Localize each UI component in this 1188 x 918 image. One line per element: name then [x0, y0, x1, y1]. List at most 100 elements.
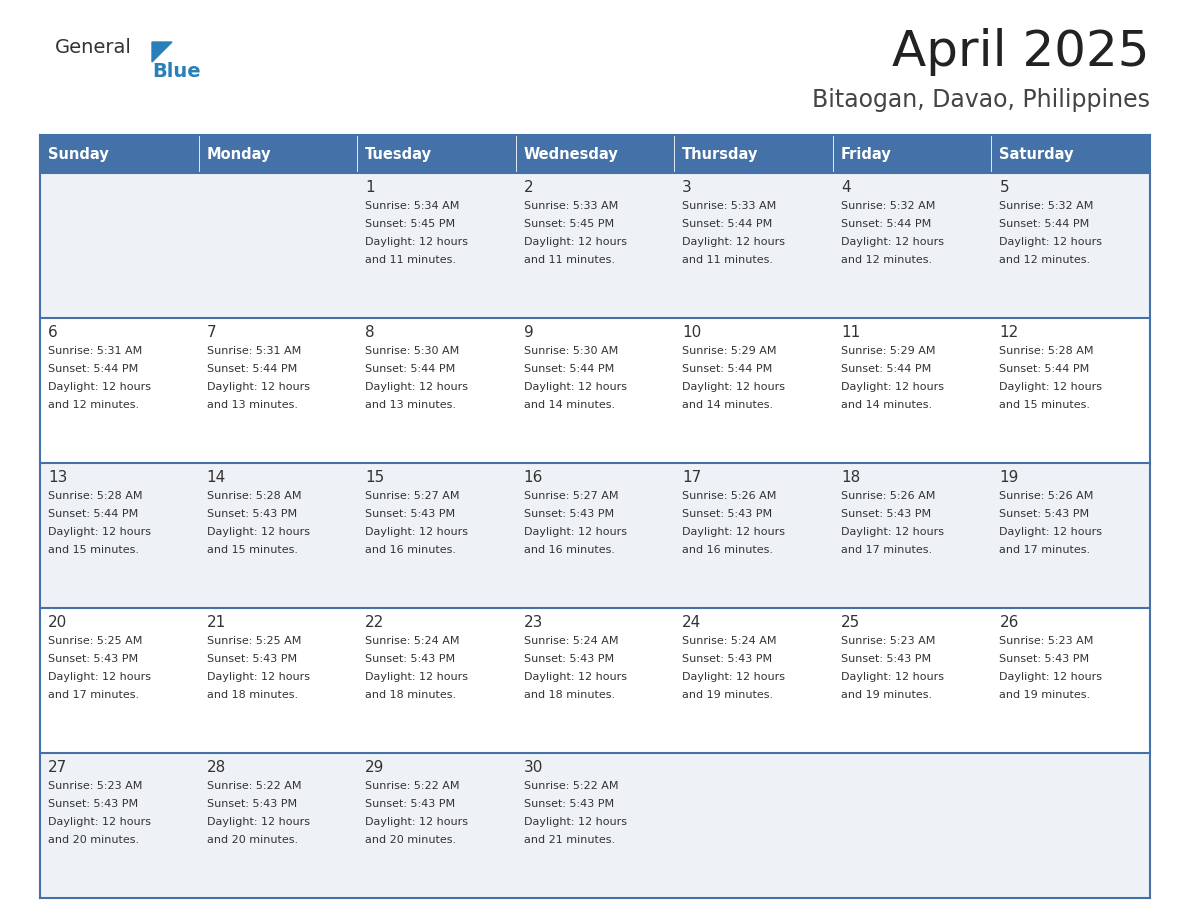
Bar [40, 135, 198, 173]
Text: Daylight: 12 hours: Daylight: 12 hours [48, 527, 151, 537]
Text: Sunset: 5:44 PM: Sunset: 5:44 PM [682, 364, 772, 374]
Text: 10: 10 [682, 325, 702, 340]
Bar [40, 753, 198, 898]
Text: 28: 28 [207, 760, 226, 775]
Text: and 21 minutes.: and 21 minutes. [524, 835, 615, 845]
Text: 3: 3 [682, 180, 693, 195]
Text: Sunset: 5:45 PM: Sunset: 5:45 PM [524, 219, 614, 229]
Text: Daylight: 12 hours: Daylight: 12 hours [207, 382, 310, 392]
Text: Sunset: 5:43 PM: Sunset: 5:43 PM [841, 654, 931, 664]
Text: Sunset: 5:43 PM: Sunset: 5:43 PM [48, 654, 138, 664]
Text: and 17 minutes.: and 17 minutes. [999, 545, 1091, 555]
Text: Sunset: 5:43 PM: Sunset: 5:43 PM [682, 509, 772, 519]
Text: and 19 minutes.: and 19 minutes. [682, 690, 773, 700]
Text: Sunrise: 5:23 AM: Sunrise: 5:23 AM [48, 781, 143, 791]
Text: and 13 minutes.: and 13 minutes. [365, 400, 456, 410]
Text: Sunset: 5:43 PM: Sunset: 5:43 PM [999, 654, 1089, 664]
Text: Daylight: 12 hours: Daylight: 12 hours [999, 382, 1102, 392]
Text: and 16 minutes.: and 16 minutes. [682, 545, 773, 555]
Bar [198, 608, 358, 753]
Text: and 17 minutes.: and 17 minutes. [841, 545, 931, 555]
Text: Sunset: 5:43 PM: Sunset: 5:43 PM [999, 509, 1089, 519]
Text: Sunrise: 5:30 AM: Sunrise: 5:30 AM [365, 346, 460, 356]
Bar [833, 318, 992, 463]
Text: Sunset: 5:43 PM: Sunset: 5:43 PM [207, 509, 297, 519]
Bar [992, 318, 1150, 463]
Text: Sunrise: 5:23 AM: Sunrise: 5:23 AM [841, 636, 935, 646]
Text: Sunrise: 5:28 AM: Sunrise: 5:28 AM [48, 491, 143, 501]
Bar [358, 608, 516, 753]
Text: Sunset: 5:44 PM: Sunset: 5:44 PM [365, 364, 455, 374]
Text: Daylight: 12 hours: Daylight: 12 hours [524, 527, 627, 537]
Text: Sunrise: 5:26 AM: Sunrise: 5:26 AM [841, 491, 935, 501]
Text: Blue: Blue [152, 62, 201, 81]
Text: Daylight: 12 hours: Daylight: 12 hours [524, 382, 627, 392]
Text: Sunrise: 5:32 AM: Sunrise: 5:32 AM [999, 201, 1094, 211]
Text: Sunset: 5:43 PM: Sunset: 5:43 PM [524, 654, 614, 664]
Text: 19: 19 [999, 470, 1019, 485]
Text: Sunrise: 5:29 AM: Sunrise: 5:29 AM [682, 346, 777, 356]
Text: Sunset: 5:44 PM: Sunset: 5:44 PM [682, 219, 772, 229]
Text: 23: 23 [524, 615, 543, 630]
Text: Daylight: 12 hours: Daylight: 12 hours [365, 237, 468, 247]
Text: and 15 minutes.: and 15 minutes. [48, 545, 139, 555]
Text: Sunrise: 5:23 AM: Sunrise: 5:23 AM [999, 636, 1094, 646]
Bar [40, 173, 198, 318]
Text: Bitaogan, Davao, Philippines: Bitaogan, Davao, Philippines [813, 88, 1150, 112]
Text: and 15 minutes.: and 15 minutes. [207, 545, 297, 555]
Text: and 16 minutes.: and 16 minutes. [365, 545, 456, 555]
Text: Sunrise: 5:30 AM: Sunrise: 5:30 AM [524, 346, 618, 356]
Text: and 17 minutes.: and 17 minutes. [48, 690, 139, 700]
Bar [992, 753, 1150, 898]
Text: 30: 30 [524, 760, 543, 775]
Bar [675, 463, 833, 608]
Text: and 16 minutes.: and 16 minutes. [524, 545, 614, 555]
Text: Sunrise: 5:25 AM: Sunrise: 5:25 AM [48, 636, 143, 646]
Text: 11: 11 [841, 325, 860, 340]
Text: 25: 25 [841, 615, 860, 630]
Bar [516, 463, 675, 608]
Text: April 2025: April 2025 [892, 28, 1150, 76]
Text: Sunset: 5:43 PM: Sunset: 5:43 PM [841, 509, 931, 519]
Text: Sunrise: 5:22 AM: Sunrise: 5:22 AM [524, 781, 618, 791]
Bar [516, 753, 675, 898]
Text: Daylight: 12 hours: Daylight: 12 hours [365, 382, 468, 392]
Text: 13: 13 [48, 470, 68, 485]
Bar [516, 318, 675, 463]
Text: Sunday: Sunday [48, 147, 109, 162]
Text: 22: 22 [365, 615, 385, 630]
Bar [358, 753, 516, 898]
Text: Sunrise: 5:27 AM: Sunrise: 5:27 AM [365, 491, 460, 501]
Text: Daylight: 12 hours: Daylight: 12 hours [48, 817, 151, 827]
Text: Sunrise: 5:24 AM: Sunrise: 5:24 AM [365, 636, 460, 646]
Text: and 11 minutes.: and 11 minutes. [365, 255, 456, 265]
Bar [358, 318, 516, 463]
Bar [358, 135, 516, 173]
Text: Sunset: 5:44 PM: Sunset: 5:44 PM [524, 364, 614, 374]
Text: 2: 2 [524, 180, 533, 195]
Bar [40, 318, 198, 463]
Text: and 18 minutes.: and 18 minutes. [207, 690, 298, 700]
Text: and 14 minutes.: and 14 minutes. [524, 400, 615, 410]
Text: Saturday: Saturday [999, 147, 1074, 162]
Text: 8: 8 [365, 325, 374, 340]
Text: Sunset: 5:44 PM: Sunset: 5:44 PM [48, 364, 138, 374]
Text: Daylight: 12 hours: Daylight: 12 hours [999, 527, 1102, 537]
Text: and 11 minutes.: and 11 minutes. [682, 255, 773, 265]
Text: Sunrise: 5:26 AM: Sunrise: 5:26 AM [682, 491, 777, 501]
Text: 15: 15 [365, 470, 385, 485]
Text: Sunrise: 5:25 AM: Sunrise: 5:25 AM [207, 636, 301, 646]
Text: 16: 16 [524, 470, 543, 485]
Bar [358, 463, 516, 608]
Text: 24: 24 [682, 615, 702, 630]
Text: Sunrise: 5:33 AM: Sunrise: 5:33 AM [682, 201, 777, 211]
Bar [198, 463, 358, 608]
Text: Tuesday: Tuesday [365, 147, 432, 162]
Text: and 12 minutes.: and 12 minutes. [48, 400, 139, 410]
Text: Sunset: 5:43 PM: Sunset: 5:43 PM [365, 799, 455, 809]
Text: Sunset: 5:44 PM: Sunset: 5:44 PM [841, 219, 931, 229]
Text: Friday: Friday [841, 147, 892, 162]
Text: and 12 minutes.: and 12 minutes. [841, 255, 931, 265]
Bar [833, 173, 992, 318]
Text: and 19 minutes.: and 19 minutes. [999, 690, 1091, 700]
